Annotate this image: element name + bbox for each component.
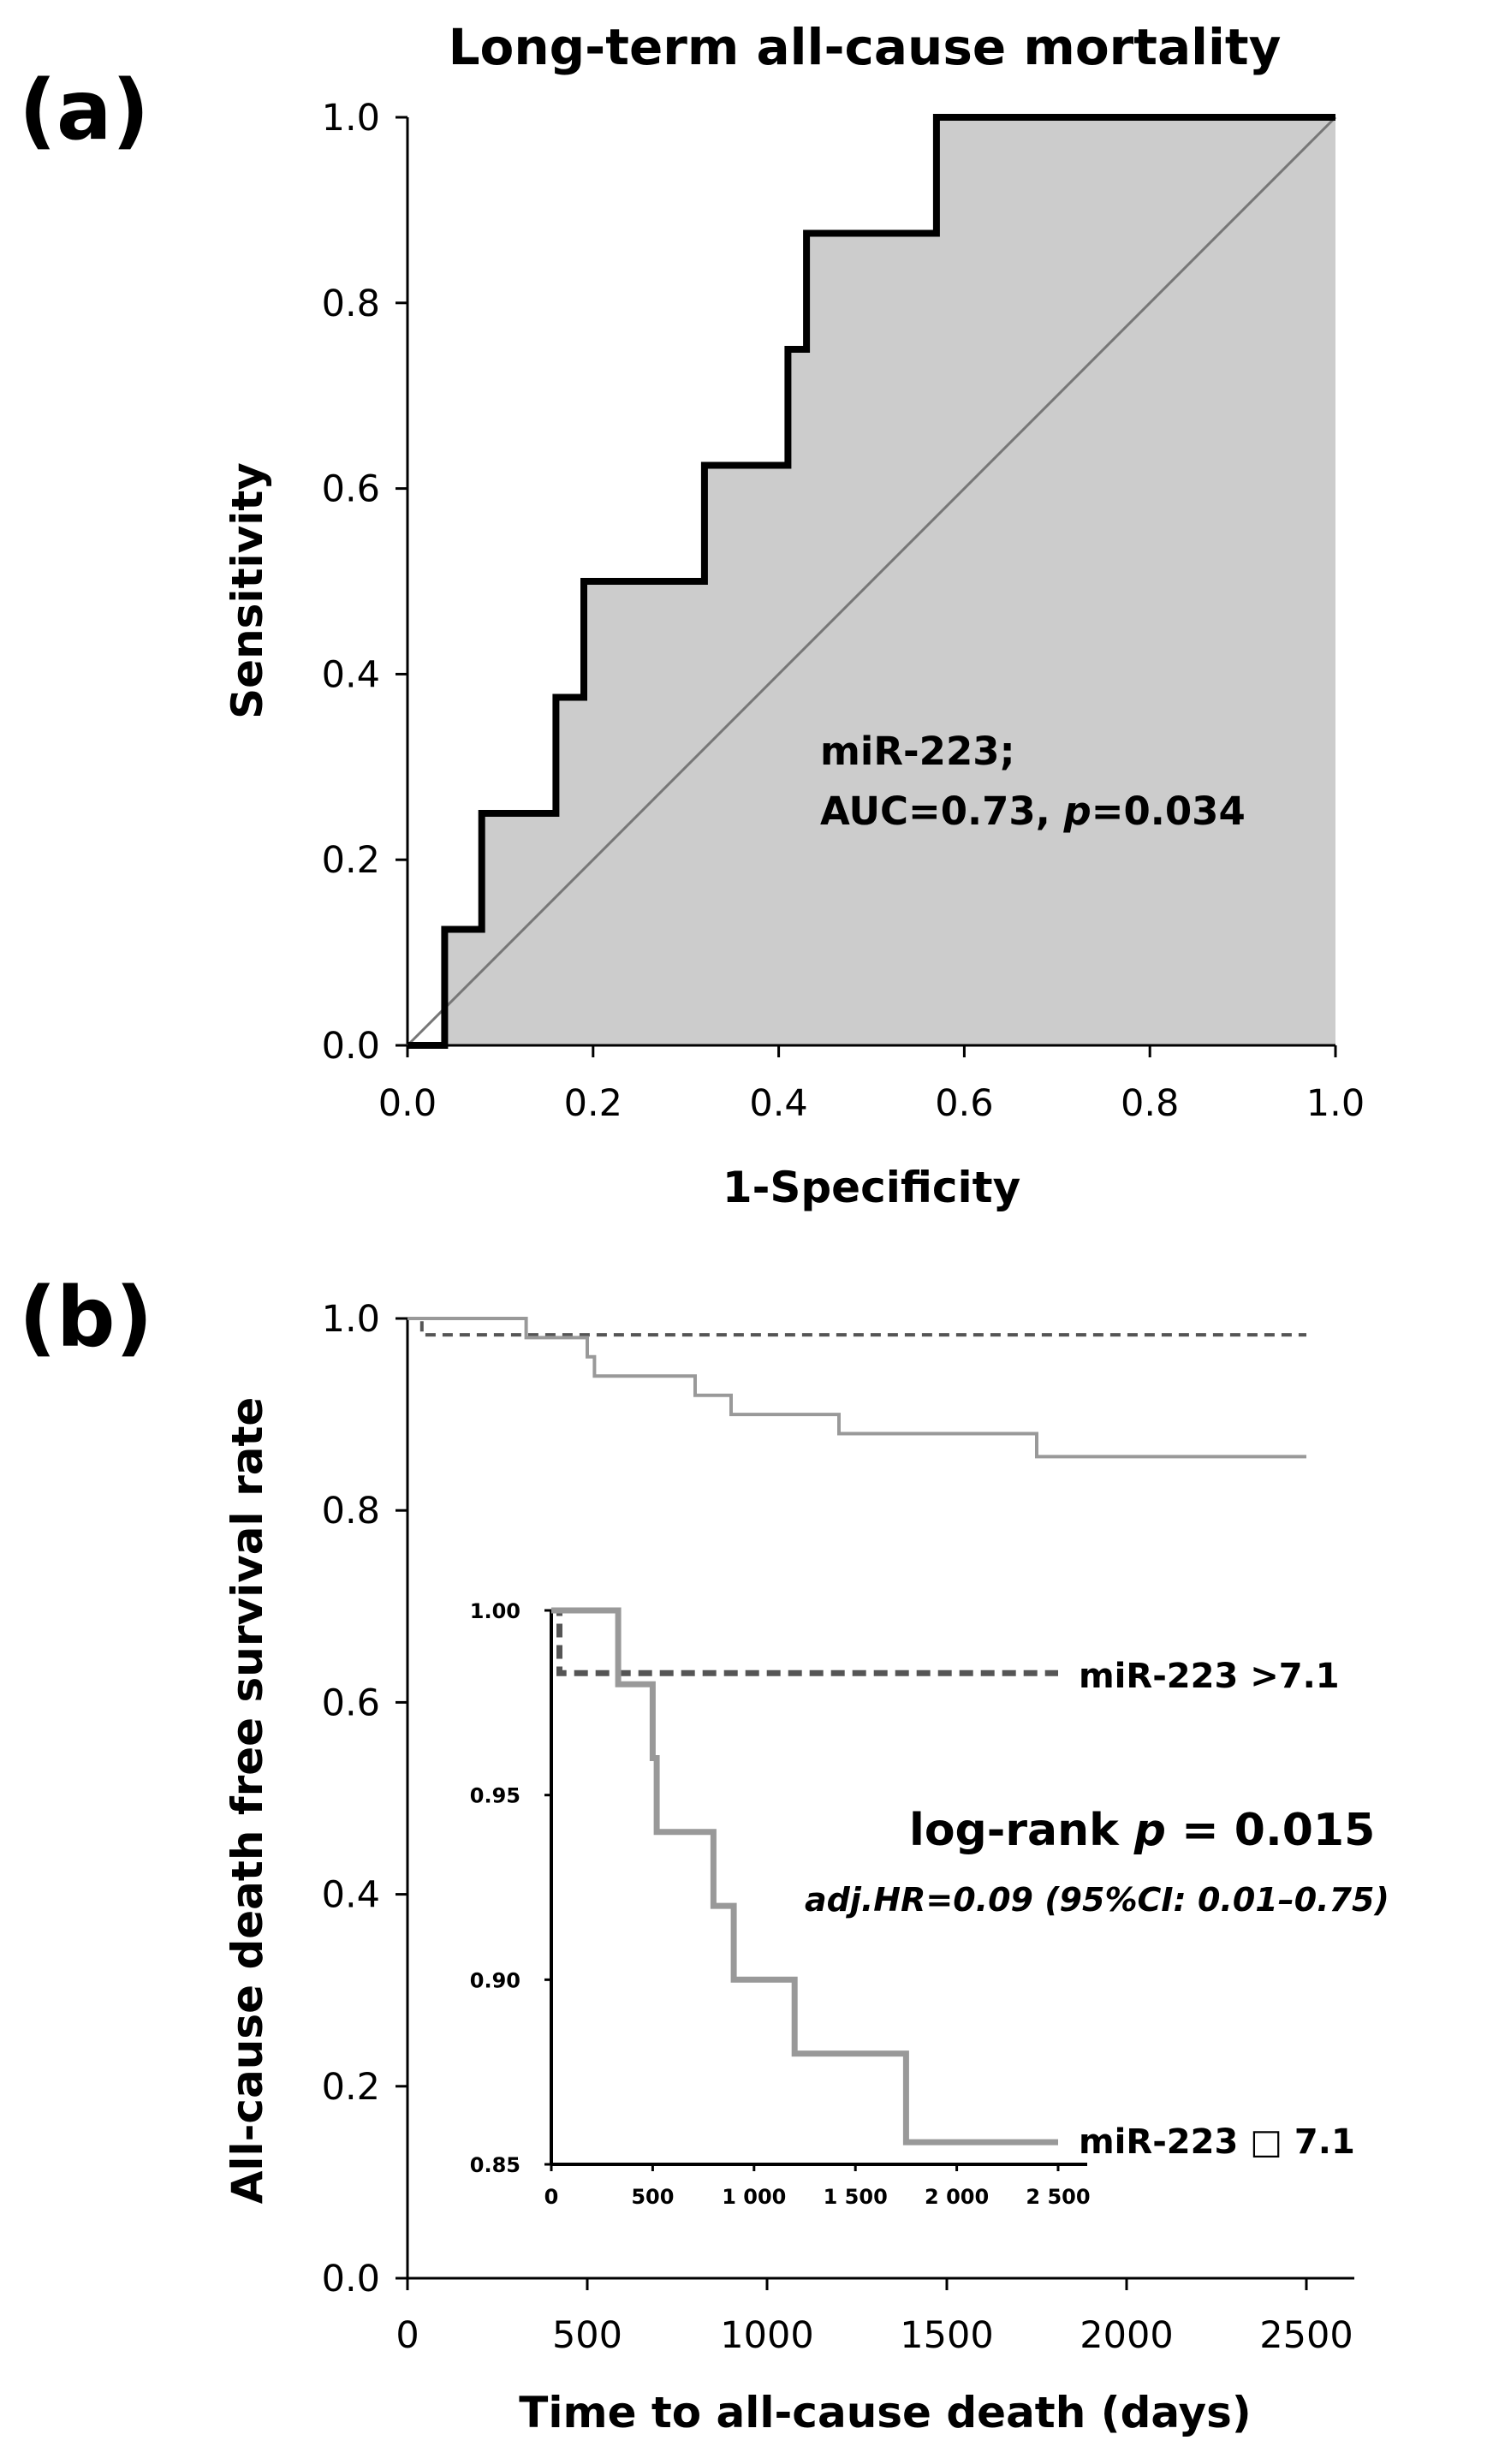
roc-ticks: 0.0 0.2 0.4 0.6 0.8 1.0 0.0 0.2 0.4 0.6 0.8 1.0 <box>322 97 1365 1125</box>
roc-lines <box>406 114 1337 1049</box>
roc-y-tick-label: 1.0 <box>322 97 380 140</box>
roc-x-tick-label: 0.4 <box>749 1082 807 1125</box>
roc-x-tick-label: 1.0 <box>1306 1082 1365 1125</box>
inset-y-tick-label: 1.00 <box>470 1599 520 1623</box>
inset-y-tick-label: 0.90 <box>470 1968 520 1992</box>
logrank-p-value: = 0.015 <box>1166 1805 1375 1856</box>
panel-label-a: (a) <box>19 62 150 158</box>
km-y-label: All-cause death free survival rate <box>223 1397 272 2205</box>
km-x-tick-label: 0 <box>396 2314 419 2357</box>
km-curve-high-group <box>407 1317 1306 1337</box>
inset-x-tick-label: 1 000 <box>722 2185 786 2209</box>
auc-p-symbol: p <box>1063 789 1091 834</box>
logrank-annotation: log-rank p = 0.015 <box>909 1805 1375 1856</box>
km-y-tick-label: 0.0 <box>322 2258 380 2300</box>
inset-x-tick-label: 500 <box>631 2185 674 2209</box>
km-x-tick-label: 2500 <box>1259 2314 1353 2357</box>
roc-reference-diagonal <box>406 116 1337 1047</box>
km-x-tick-label: 500 <box>552 2314 622 2357</box>
auc-p-value: =0.034 <box>1091 789 1246 834</box>
inset-axes <box>550 1610 1087 2166</box>
roc-x-tick-label: 0.8 <box>1121 1082 1179 1125</box>
km-y-tick-label: 0.4 <box>322 1874 380 1917</box>
km-y-tick-label: 1.0 <box>322 1298 380 1341</box>
inset-curve-low-group <box>551 1607 1058 2146</box>
panel-label-b: (b) <box>19 1270 152 1366</box>
roc-curve-mir-223 <box>407 114 1335 1049</box>
roc-y-label: Sensitivity <box>223 462 272 719</box>
roc-x-label: 1-Specificity <box>723 1163 1020 1212</box>
roc-y-tick-label: 0.8 <box>322 283 380 325</box>
inset-ticks: 0.85 0.90 0.95 1.00 0 500 1 000 1 500 2 000 2 500 <box>470 1599 1091 2209</box>
roc-y-tick-label: 0.0 <box>322 1025 380 1068</box>
auc-text: AUC=0.73, <box>820 789 1064 834</box>
inset-x-tick-label: 0 <box>544 2185 559 2209</box>
roc-x-tick-label: 0.6 <box>935 1082 993 1125</box>
roc-y-tick-label: 0.4 <box>322 653 380 696</box>
roc-y-tick-label: 0.6 <box>322 468 380 511</box>
roc-y-tick-label: 0.2 <box>322 839 380 882</box>
hazard-ratio-annotation: adj.HR=0.09 (95%CI: 0.01–0.75) <box>805 1881 1389 1919</box>
roc-x-tick-label: 0.0 <box>378 1082 437 1125</box>
legend-high-group: miR-223 >7.1 <box>1079 1657 1340 1696</box>
km-axes <box>406 1558 1354 2280</box>
inset-y-tick-label: 0.95 <box>470 1784 520 1808</box>
km-x-tick-label: 1500 <box>900 2314 993 2357</box>
logrank-p-symbol: p <box>1133 1805 1166 1856</box>
km-x-tick-label: 2000 <box>1080 2314 1173 2357</box>
km-curve-low-group <box>407 1317 1306 1459</box>
roc-title: Long-term all-cause mortality <box>449 18 1282 76</box>
roc-annotation-line1: miR-223; <box>820 729 1015 774</box>
roc-x-tick-label: 0.2 <box>564 1082 622 1125</box>
km-y-tick-label: 0.8 <box>322 1490 380 1533</box>
km-y-tick-label: 0.2 <box>322 2066 380 2109</box>
inset-curve-high-group <box>551 1607 1058 1676</box>
inset-x-tick-label: 2 000 <box>925 2185 989 2209</box>
km-lines <box>407 1317 1306 1459</box>
legend-low-group: miR-223 □ 7.1 <box>1079 2122 1355 2162</box>
km-x-tick-label: 1000 <box>720 2314 813 2357</box>
inset-lines <box>551 1607 1058 2146</box>
km-x-label: Time to all-cause death (days) <box>519 2388 1252 2437</box>
inset-x-tick-label: 2 500 <box>1026 2185 1090 2209</box>
logrank-text: log-rank <box>909 1805 1134 1856</box>
inset-x-tick-label: 1 500 <box>824 2185 888 2209</box>
roc-axes <box>406 117 1335 1047</box>
roc-annotation-line2: AUC=0.73, p=0.034 <box>820 789 1246 834</box>
km-ticks: 0.00.20.40.60.81.00 500 1000 1500 2000 2500 <box>322 1298 1353 2357</box>
km-y-tick-label: 0.6 <box>322 1681 380 1724</box>
inset-y-tick-label: 0.85 <box>470 2153 520 2177</box>
